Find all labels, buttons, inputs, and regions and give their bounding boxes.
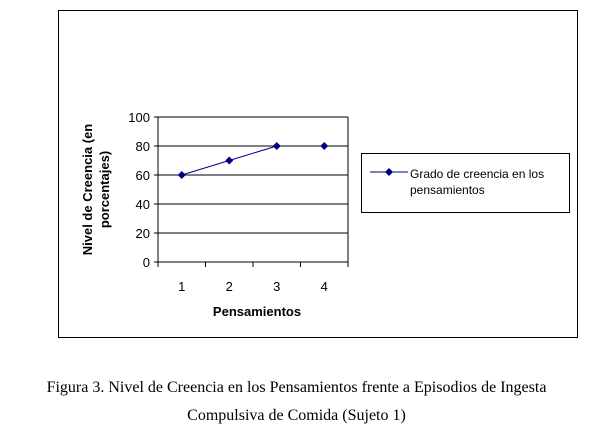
data-point-marker xyxy=(320,142,329,150)
figure-caption: Figura 3. Nivel de Creencia en los Pensa… xyxy=(0,374,593,430)
y-tick-label: 20 xyxy=(136,226,150,241)
y-axis-title-line-2: porcentajes) xyxy=(97,151,112,228)
caption-line-2: Compulsiva de Comida (Sujeto 1) xyxy=(187,407,406,424)
legend-series-label: Grado de creencia en los pensamientos xyxy=(410,166,570,198)
x-tick-label: 2 xyxy=(226,279,233,294)
y-tick-label: 100 xyxy=(128,110,150,125)
y-tick-label: 60 xyxy=(136,168,150,183)
legend-series-marker xyxy=(370,168,408,176)
series-line-segment xyxy=(229,145,277,161)
data-point-marker xyxy=(177,171,186,179)
x-tick-label: 1 xyxy=(178,279,185,294)
x-axis-title: Pensamientos xyxy=(213,304,301,319)
legend-label-line-1: Grado de creencia en los xyxy=(410,167,545,181)
series-line-segment xyxy=(181,160,230,176)
y-axis-title-line-1: Nivel de Creencia (en xyxy=(80,124,95,256)
caption-line-1: Figura 3. Nivel de Creencia en los Pensa… xyxy=(46,379,547,396)
x-tick-label: 4 xyxy=(321,279,328,294)
y-tick-label: 40 xyxy=(136,197,150,212)
legend-label-line-2: pensamientos xyxy=(410,183,485,197)
x-tick-label: 3 xyxy=(273,279,280,294)
data-point-marker xyxy=(225,156,234,165)
y-tick-label: 0 xyxy=(143,255,150,270)
data-point-marker xyxy=(272,142,281,150)
y-tick-label: 80 xyxy=(136,139,150,154)
legend: Grado de creencia en los pensamientos xyxy=(361,153,570,213)
